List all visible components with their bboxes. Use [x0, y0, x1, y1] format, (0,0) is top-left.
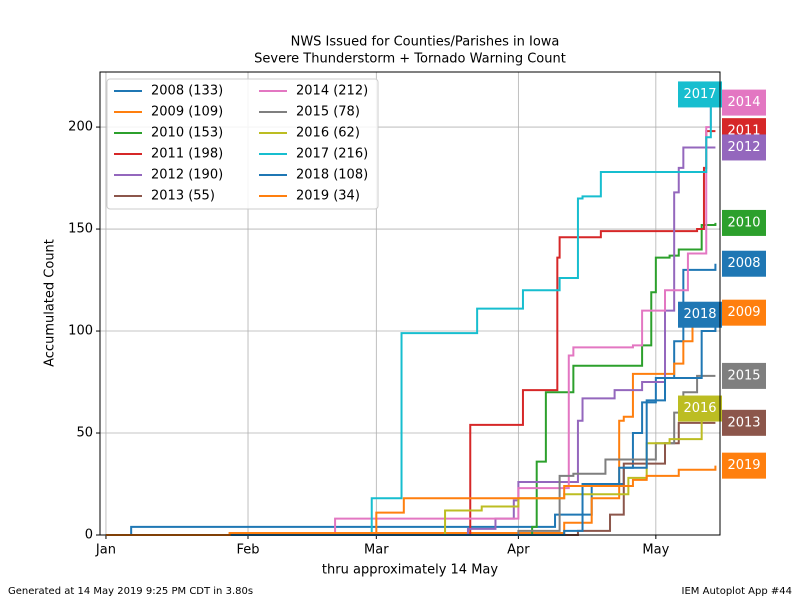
x-tick-label: Apr — [507, 543, 530, 558]
y-tick-label: 150 — [68, 222, 93, 237]
legend-label: 2019 (34) — [296, 189, 360, 204]
y-axis-label: Accumulated Count — [43, 239, 58, 367]
end-label: 2016 — [683, 401, 716, 416]
end-label-box — [722, 409, 766, 436]
legend-label: 2015 (78) — [296, 105, 360, 120]
end-label-box — [722, 362, 766, 389]
legend-label: 2011 (198) — [151, 147, 223, 162]
end-label-box — [722, 250, 766, 277]
end-label-box — [678, 301, 722, 328]
end-label-box — [722, 299, 766, 326]
end-label: 2014 — [727, 95, 760, 110]
series-line — [105, 222, 717, 536]
legend-label: 2008 (133) — [151, 84, 223, 99]
x-tick-label: Mar — [364, 543, 389, 558]
plot-frame — [99, 71, 721, 536]
end-label: 2008 — [727, 256, 760, 271]
legend: 2008 (133) 2009 (109) 2010 (153) 2011 (198)… — [106, 78, 379, 210]
legend-label: 2010 (153) — [151, 126, 223, 141]
y-tick-label: 100 — [68, 324, 93, 339]
series-line — [105, 407, 716, 536]
legend-label: 2014 (212) — [296, 84, 368, 99]
x-tick-label: Jan — [95, 543, 116, 558]
legend-label: 2012 (190) — [151, 168, 223, 183]
end-label-box — [722, 89, 766, 116]
series-line — [105, 312, 717, 536]
end-label: 2017 — [683, 87, 716, 102]
end-label: 2019 — [727, 458, 760, 473]
end-label: 2009 — [727, 305, 760, 320]
chart-title: NWS Issued for Counties/Parishes in Iowa — [291, 35, 560, 50]
end-label: 2012 — [727, 140, 760, 155]
legend-label: 2013 (55) — [151, 189, 215, 204]
end-label: 2018 — [683, 307, 716, 322]
legend-box — [106, 78, 379, 210]
x-axis-label: thru approximately 14 May — [322, 563, 498, 578]
end-label-box — [722, 134, 766, 161]
legend-label: 2016 (62) — [296, 126, 360, 141]
x-tick-label: May — [642, 543, 669, 558]
end-label: 2010 — [727, 215, 760, 230]
end-label: 2013 — [727, 415, 760, 430]
y-tick-label: 0 — [85, 528, 93, 543]
footer-left: Generated at 14 May 2019 9:25 PM CDT in … — [8, 586, 253, 597]
y-tick-label: 200 — [68, 120, 93, 135]
legend-label: 2017 (216) — [296, 147, 368, 162]
series-line — [105, 130, 716, 536]
end-label: 2015 — [727, 368, 760, 383]
series-line — [105, 93, 716, 536]
end-label-box — [678, 395, 722, 422]
footer-right: IEM Autoplot App #44 — [682, 586, 792, 597]
legend-label: 2009 (109) — [151, 105, 223, 120]
series-line — [105, 465, 717, 536]
end-label-box — [722, 452, 766, 479]
end-label-box — [678, 81, 722, 108]
legend-label: 2018 (108) — [296, 168, 368, 183]
chart-subtitle: Severe Thunderstorm + Tornado Warning Co… — [254, 52, 566, 67]
y-tick-label: 50 — [76, 426, 93, 441]
end-label-box — [722, 209, 766, 236]
x-tick-label: Feb — [236, 543, 259, 558]
series-line — [105, 263, 717, 536]
series-line — [105, 374, 716, 536]
series-line — [105, 314, 717, 536]
